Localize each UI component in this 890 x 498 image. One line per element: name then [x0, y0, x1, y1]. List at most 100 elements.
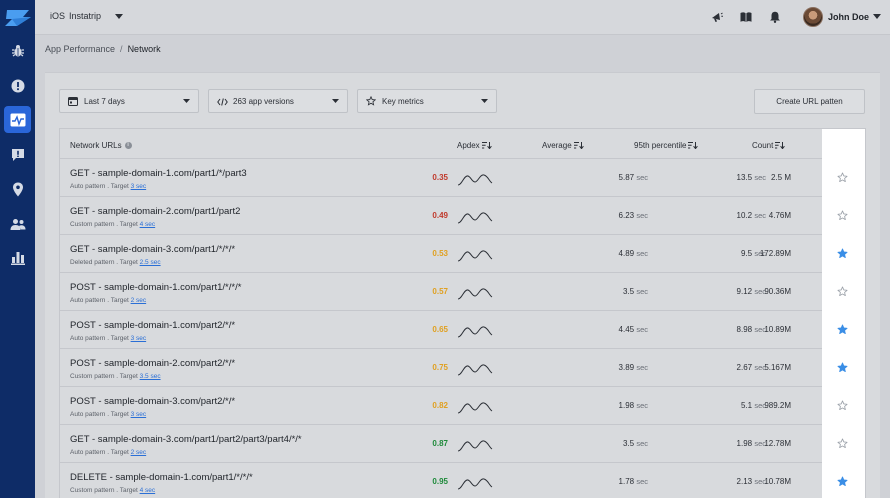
star-toggle[interactable]: [822, 311, 865, 349]
breadcrumb-parent[interactable]: App Performance: [45, 44, 116, 54]
star-toggle[interactable]: [822, 197, 865, 235]
date-range-label: Last 7 days: [84, 97, 125, 106]
table-row[interactable]: POST - sample-domain-1.com/part2/*/* Auto…: [60, 311, 865, 349]
bell-icon[interactable]: [769, 11, 781, 23]
sort-icon: [573, 142, 584, 150]
header-apdex[interactable]: Apdex: [457, 141, 492, 150]
info-icon[interactable]: i: [124, 142, 132, 150]
average-value: 4.45 sec: [618, 325, 648, 334]
pattern-type: Deleted pattern: [70, 259, 115, 266]
announcement-icon[interactable]: [711, 11, 723, 23]
star-toggle[interactable]: [822, 273, 865, 311]
star-toggle[interactable]: [822, 159, 865, 197]
apdex-sparkline: [458, 478, 493, 490]
sidebar-item-location[interactable]: [0, 174, 35, 204]
header-count[interactable]: Count: [752, 141, 786, 150]
table-row[interactable]: POST - sample-domain-1.com/part1/*/*/* Au…: [60, 273, 865, 311]
logo-icon[interactable]: [3, 6, 33, 30]
count-value: 10.89M: [764, 325, 791, 334]
star-toggle[interactable]: [822, 349, 865, 387]
sidebar-item-crashes[interactable]: [0, 71, 35, 101]
network-url[interactable]: POST - sample-domain-1.com/part2/*/*: [70, 320, 236, 331]
table-row[interactable]: GET - sample-domain-2.com/part1/part2 Cus…: [60, 197, 865, 235]
pattern-meta: Auto pattern . Target 3 sec: [70, 411, 147, 418]
apdex-score: 0.75: [432, 363, 448, 372]
average-value: 1.78 sec: [618, 477, 648, 486]
book-icon[interactable]: [740, 11, 752, 23]
sort-icon: [481, 142, 492, 150]
network-url[interactable]: GET - sample-domain-1.com/part1/*/part3: [70, 168, 247, 179]
create-url-pattern-button[interactable]: Create URL patten: [754, 89, 865, 114]
network-url[interactable]: POST - sample-domain-1.com/part1/*/*/*: [70, 282, 242, 293]
pattern-meta: Auto pattern . Target 3 sec: [70, 183, 147, 190]
date-range-dropdown[interactable]: Last 7 days: [59, 89, 199, 113]
target-link[interactable]: 2 sec: [130, 297, 147, 304]
target-link[interactable]: 3 sec: [130, 335, 147, 342]
target-link[interactable]: 2.5 sec: [139, 259, 161, 266]
average-value: 3.5 sec: [622, 439, 648, 448]
network-urls-table: Network URLs i Apdex Average 95th percent…: [59, 128, 866, 498]
star-filled-icon[interactable]: [837, 476, 848, 487]
star-toggle[interactable]: [822, 235, 865, 273]
key-metrics-dropdown[interactable]: Key metrics: [357, 89, 497, 113]
avatar[interactable]: [803, 7, 823, 27]
table-row[interactable]: DELETE - sample-domain-1.com/part1/*/*/*…: [60, 463, 865, 498]
sidebar-item-users[interactable]: [0, 209, 35, 239]
pattern-type: Auto pattern: [70, 335, 106, 342]
chevron-down-icon[interactable]: [873, 14, 881, 19]
apdex-sparkline: [458, 440, 493, 452]
count-value: 989.2M: [764, 401, 791, 410]
app-selector[interactable]: Instatrip: [69, 11, 102, 21]
star-filled-icon[interactable]: [837, 248, 848, 259]
table-row[interactable]: GET - sample-domain-1.com/part1/*/part3 A…: [60, 159, 865, 197]
header-average[interactable]: Average: [542, 141, 584, 150]
target-link[interactable]: 2 sec: [130, 449, 147, 456]
star-outline-icon[interactable]: [837, 438, 848, 449]
network-url[interactable]: GET - sample-domain-3.com/part1/part2/pa…: [70, 434, 302, 445]
p95-value: 8.98 sec: [736, 325, 766, 334]
sidebar-item-performance[interactable]: [0, 105, 35, 135]
table-row[interactable]: GET - sample-domain-3.com/part1/part2/pa…: [60, 425, 865, 463]
average-value: 5.87 sec: [618, 173, 648, 182]
network-url[interactable]: GET - sample-domain-2.com/part1/part2: [70, 206, 241, 217]
table-row[interactable]: POST - sample-domain-3.com/part2/*/* Auto…: [60, 387, 865, 425]
chevron-down-icon: [332, 99, 339, 103]
app-versions-dropdown[interactable]: 263 app versions: [208, 89, 348, 113]
target-link[interactable]: 4 sec: [139, 487, 156, 494]
bug-icon: [11, 45, 24, 57]
average-value: 1.98 sec: [618, 401, 648, 410]
breadcrumb-current: Network: [127, 44, 161, 54]
network-url[interactable]: POST - sample-domain-2.com/part2/*/*: [70, 358, 236, 369]
p95-value: 9.5 sec: [740, 249, 766, 258]
star-filled-icon[interactable]: [837, 324, 848, 335]
sidebar: [0, 0, 35, 498]
sidebar-item-bugs[interactable]: [0, 36, 35, 66]
star-toggle[interactable]: [822, 425, 865, 463]
pattern-type: Custom pattern: [70, 221, 115, 228]
apdex-sparkline: [458, 174, 493, 186]
chevron-down-icon[interactable]: [115, 14, 123, 19]
star-toggle[interactable]: [822, 387, 865, 425]
user-name[interactable]: John Doe: [828, 12, 870, 22]
table-row[interactable]: POST - sample-domain-2.com/part2/*/* Cust…: [60, 349, 865, 387]
target-link[interactable]: 3 sec: [130, 183, 147, 190]
star-filled-icon[interactable]: [837, 362, 848, 373]
sidebar-item-analytics[interactable]: [0, 243, 35, 273]
star-toggle[interactable]: [822, 463, 865, 498]
network-url[interactable]: DELETE - sample-domain-1.com/part1/*/*/*: [70, 472, 253, 483]
sidebar-item-feedback[interactable]: [0, 140, 35, 170]
network-url[interactable]: GET - sample-domain-3.com/part1/*/*/*: [70, 244, 236, 255]
star-outline-icon[interactable]: [837, 286, 848, 297]
p95-value: 9.12 sec: [736, 287, 766, 296]
target-link[interactable]: 3 sec: [130, 411, 147, 418]
star-outline-icon[interactable]: [837, 400, 848, 411]
target-link[interactable]: 4 sec: [139, 221, 156, 228]
star-outline-icon[interactable]: [837, 210, 848, 221]
breadcrumb-separator: /: [120, 44, 123, 54]
network-url[interactable]: POST - sample-domain-3.com/part2/*/*: [70, 396, 236, 407]
table-row[interactable]: GET - sample-domain-3.com/part1/*/*/* Del…: [60, 235, 865, 273]
star-outline-icon[interactable]: [837, 172, 848, 183]
target-link[interactable]: 3.5 sec: [139, 373, 161, 380]
header-95th-percentile[interactable]: 95th percentile: [634, 141, 699, 150]
platform-label[interactable]: iOS: [50, 11, 66, 21]
